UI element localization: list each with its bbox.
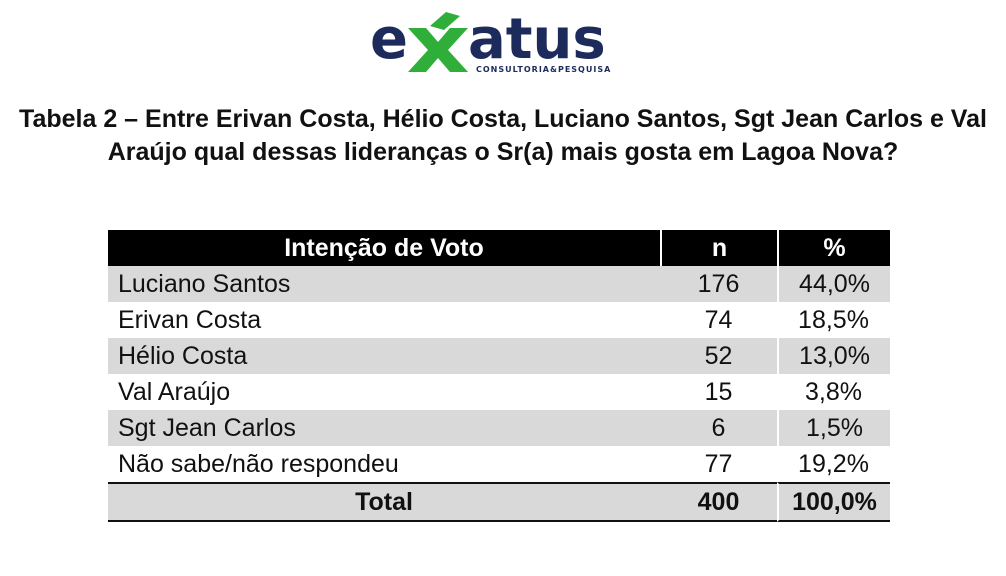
row-label: Val Araújo <box>118 378 231 406</box>
row-n: 6 <box>660 410 777 446</box>
table-row: Não sabe/não respondeu 77 19,2% <box>108 446 890 482</box>
header-label: Intenção de Voto <box>108 230 660 266</box>
table-row: Val Araújo 15 3,8% <box>108 374 890 410</box>
row-n: 52 <box>660 338 777 374</box>
table-row: Luciano Santos 176 44,0% <box>108 266 890 302</box>
table-row: Erivan Costa 74 18,5% <box>108 302 890 338</box>
svg-text:e: e <box>370 8 408 72</box>
table-header-row: Intenção de Voto n % <box>108 230 890 266</box>
total-pct: 100,0% <box>777 482 890 522</box>
row-label: Hélio Costa <box>108 338 660 374</box>
exatus-logo: e atus CONSULTORIA&PESQUISA <box>368 8 628 78</box>
row-pct: 18,5% <box>798 306 869 334</box>
row-pct: 44,0% <box>777 266 890 302</box>
table-title: Tabela 2 – Entre Erivan Costa, Hélio Cos… <box>19 105 987 166</box>
row-n: 74 <box>704 306 733 334</box>
table-row: Hélio Costa 52 13,0% <box>108 338 890 374</box>
svg-text:atus: atus <box>468 8 606 72</box>
row-label: Luciano Santos <box>108 266 660 302</box>
header-n: n <box>660 230 777 266</box>
total-n: 400 <box>660 482 777 522</box>
table-row: Sgt Jean Carlos 6 1,5% <box>108 410 890 446</box>
vote-intention-table: Intenção de Voto n % Luciano Santos 176 … <box>108 230 890 522</box>
row-label: Erivan Costa <box>118 306 262 334</box>
exatus-logo-mark: e atus CONSULTORIA&PESQUISA <box>370 8 611 74</box>
row-n: 15 <box>704 378 733 406</box>
row-pct: 1,5% <box>777 410 890 446</box>
row-pct: 19,2% <box>798 450 869 478</box>
header-pct: % <box>777 230 890 266</box>
row-label: Sgt Jean Carlos <box>108 410 660 446</box>
row-pct: 3,8% <box>805 378 862 406</box>
total-label: Total <box>108 482 660 522</box>
row-n: 77 <box>704 450 733 478</box>
svg-text:CONSULTORIA&PESQUISA: CONSULTORIA&PESQUISA <box>476 65 611 74</box>
row-n: 176 <box>660 266 777 302</box>
row-pct: 13,0% <box>777 338 890 374</box>
total-row: Total 400 100,0% <box>108 482 890 522</box>
row-label: Não sabe/não respondeu <box>118 450 399 478</box>
